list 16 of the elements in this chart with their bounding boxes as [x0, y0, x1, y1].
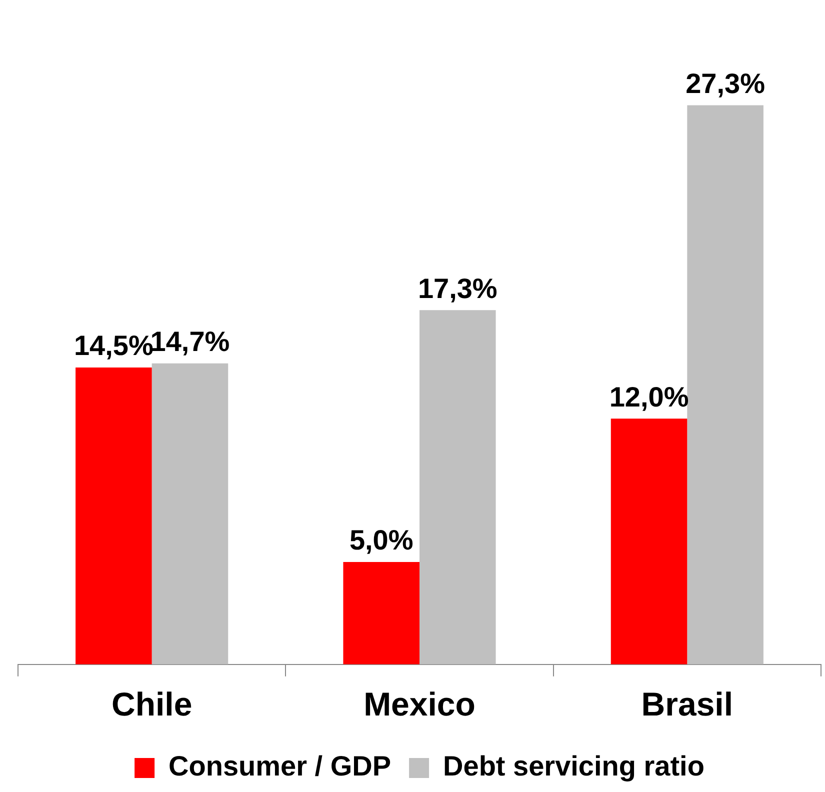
legend-label: Debt servicing ratio: [443, 750, 704, 782]
bar: [152, 363, 228, 664]
legend-label: Consumer / GDP: [168, 750, 392, 782]
bar: [343, 562, 420, 664]
data-label: 5,0%: [349, 524, 414, 556]
bar: [420, 310, 496, 664]
x-tick-label: Brasil: [641, 685, 734, 722]
x-tick-label: Mexico: [364, 685, 476, 722]
bar: [76, 367, 152, 664]
x-tick-label: Chile: [111, 685, 192, 722]
data-label: 17,3%: [418, 272, 498, 304]
bar: [610, 418, 688, 664]
data-label: 12,0%: [609, 381, 689, 412]
bar: [687, 105, 764, 664]
data-label: 27,3%: [686, 68, 766, 100]
data-label: 14,5%: [74, 330, 154, 362]
